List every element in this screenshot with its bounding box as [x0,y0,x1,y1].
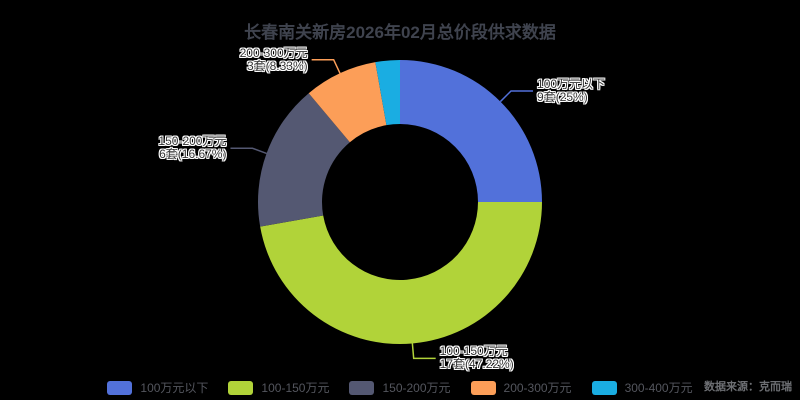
slice-label-3: 200-300万元 3套(8.33%) [239,45,308,73]
slice-label-value: 3套(8.33%) [246,58,308,73]
legend-label: 200-300万元 [503,381,572,395]
pie-slice-1[interactable] [260,202,542,345]
legend-label: 150-200万元 [382,381,451,395]
chart-title: 长春南关新房2026年02月总价段供求数据 [244,23,556,42]
pie-slice-3[interactable] [308,62,387,143]
slice-label-2: 150-200万元 6套(16.67%) [158,135,226,161]
slice-label-range: 100万元以下 [537,76,606,91]
slice-label-value: 6套(16.67%) [159,147,227,162]
label-line-1 [411,343,436,360]
pie-slice-0[interactable] [400,60,542,202]
label-line-3 [311,58,341,74]
pie-slice-4[interactable] [375,60,400,126]
label-line-0 [499,90,534,103]
legend: 100万元以下 100-150万元 150-200万元 200-300万元 300-40… [0,379,800,396]
legend-item-2[interactable]: 150-200万元 [349,379,451,396]
legend-label: 300-400万元 [624,381,693,395]
slice-label-range: 100-150万元 [439,344,508,359]
legend-item-3[interactable]: 200-300万元 [470,379,572,396]
slice-label-range: 150-200万元 [158,134,227,149]
legend-item-0[interactable]: 100万元以下 [107,379,208,396]
slice-label-1: 100-150万元 17套(47.22%) [440,345,514,371]
legend-marker-icon [228,380,254,395]
legend-marker-icon [591,380,617,395]
slice-label-range: 200-300万元 [239,45,308,60]
bottom-row: 100万元以下 100-150万元 150-200万元 200-300万元 300-40… [0,376,800,396]
slice-label-value: 17套(47.22%) [439,357,514,372]
legend-label: 100万元以下 [140,381,209,395]
legend-item-1[interactable]: 100-150万元 [228,379,329,396]
slice-label-value: 9套(25%) [537,89,588,104]
legend-label: 100-150万元 [261,381,330,395]
pie-slice-2[interactable] [258,93,350,227]
legend-marker-icon [470,380,496,395]
legend-marker-icon [349,380,375,395]
source-text: 数据来源：克而瑞 [704,381,792,393]
legend-item-4[interactable]: 300-400万元 [591,379,693,396]
legend-marker-icon [107,380,133,395]
slice-label-0: 100万元以下 9套(25%) [537,76,606,104]
label-line-2 [230,147,267,155]
